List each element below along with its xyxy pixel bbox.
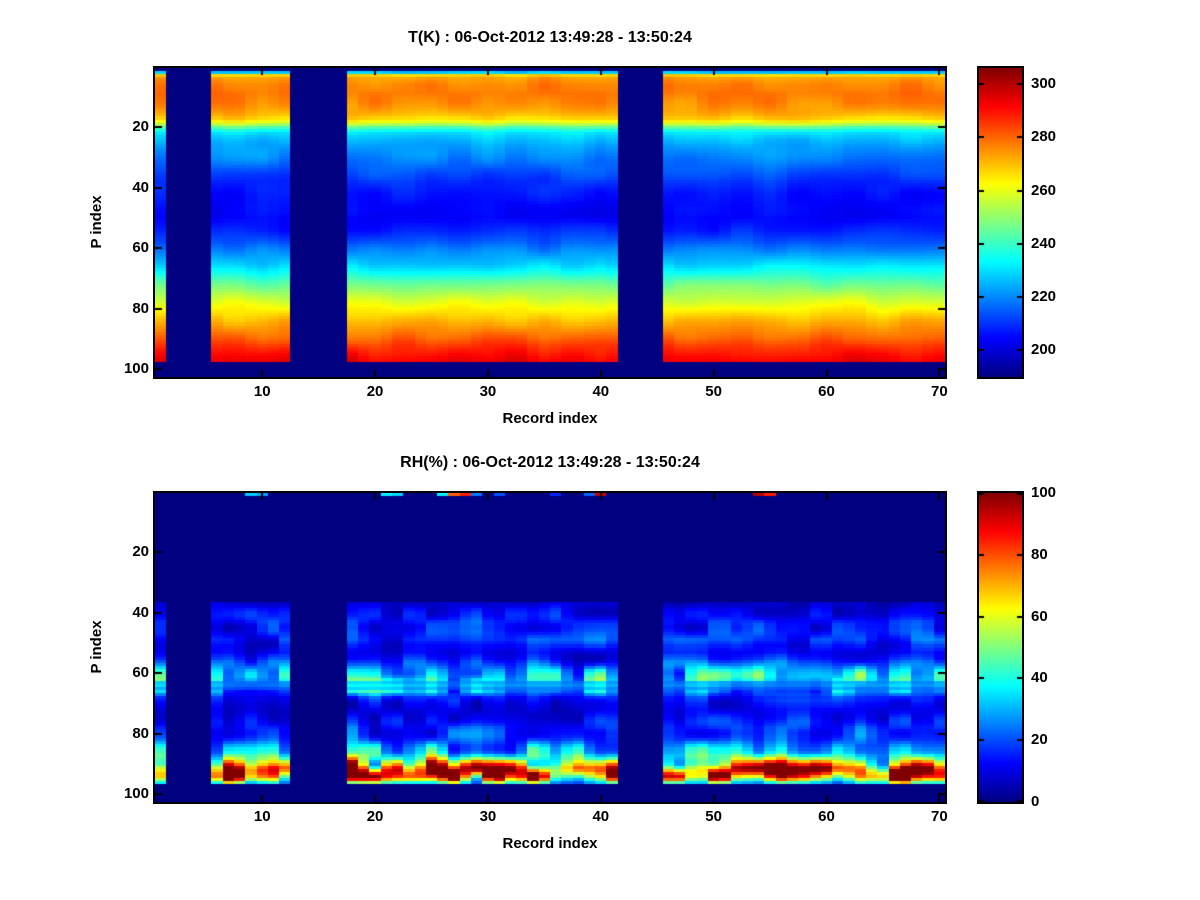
x-tick-label: 20	[366, 808, 384, 825]
x-tick-label: 30	[479, 808, 497, 825]
y-tick-label: 80	[132, 299, 149, 317]
x-tick-label: 50	[705, 383, 722, 400]
cb-tick-label: 200	[1031, 341, 1057, 359]
x-axis-label: Record index	[502, 835, 598, 852]
cb-tick-label: 240	[1031, 234, 1057, 252]
cb-tick-label: 220	[1031, 288, 1057, 306]
y-tick-label: 60	[132, 239, 149, 257]
humidity-heatmap-panel: RH(%) : 06-Oct-2012 13:49:28 - 13:50:24 …	[0, 425, 1200, 852]
cb-tick-label: 300	[1031, 74, 1057, 92]
x-tick-label: 70	[931, 808, 948, 825]
y-tick-label: 80	[132, 724, 149, 742]
cb-tick-label: 80	[1031, 545, 1048, 563]
y-axis-label: P index	[88, 195, 105, 249]
y-tick-label: 20	[132, 543, 149, 561]
y-tick-label: 20	[132, 118, 149, 136]
humidity-colorbar	[977, 491, 1024, 804]
x-tick-label: 20	[366, 383, 384, 400]
chart-title: T(K) : 06-Oct-2012 13:49:28 - 13:50:24	[408, 29, 692, 46]
cb-tick-label: 60	[1031, 607, 1048, 625]
x-tick-label: 40	[592, 383, 610, 400]
cb-tick-label: 280	[1031, 128, 1057, 146]
cb-tick-label: 0	[1031, 793, 1040, 810]
x-tick-label: 30	[479, 383, 497, 400]
humidity-heatmap-canvas[interactable]	[153, 491, 947, 804]
x-tick-label: 50	[705, 808, 722, 825]
y-tick-label: 100	[123, 785, 149, 803]
temperature-heatmap-panel: T(K) : 06-Oct-2012 13:49:28 - 13:50:24 P…	[0, 0, 1200, 427]
x-tick-label: 60	[818, 383, 835, 400]
x-tick-label: 10	[253, 383, 271, 400]
y-tick-label: 40	[132, 178, 149, 196]
cb-tick-label: 260	[1031, 181, 1057, 199]
y-tick-label: 40	[132, 603, 149, 621]
x-tick-label: 70	[931, 383, 948, 400]
cb-tick-label: 40	[1031, 669, 1048, 687]
x-tick-label: 60	[818, 808, 835, 825]
temperature-colorbar	[977, 66, 1024, 379]
y-tick-label: 60	[132, 664, 149, 682]
x-tick-label: 40	[592, 808, 610, 825]
chart-title: RH(%) : 06-Oct-2012 13:49:28 - 13:50:24	[400, 454, 700, 471]
cb-tick-label: 100	[1031, 484, 1057, 501]
temperature-heatmap-canvas[interactable]	[153, 66, 947, 379]
cb-tick-label: 20	[1031, 731, 1048, 749]
y-axis-label: P index	[88, 620, 105, 674]
x-tick-label: 10	[253, 808, 271, 825]
x-axis-label: Record index	[502, 410, 598, 427]
y-tick-label: 100	[123, 360, 149, 378]
